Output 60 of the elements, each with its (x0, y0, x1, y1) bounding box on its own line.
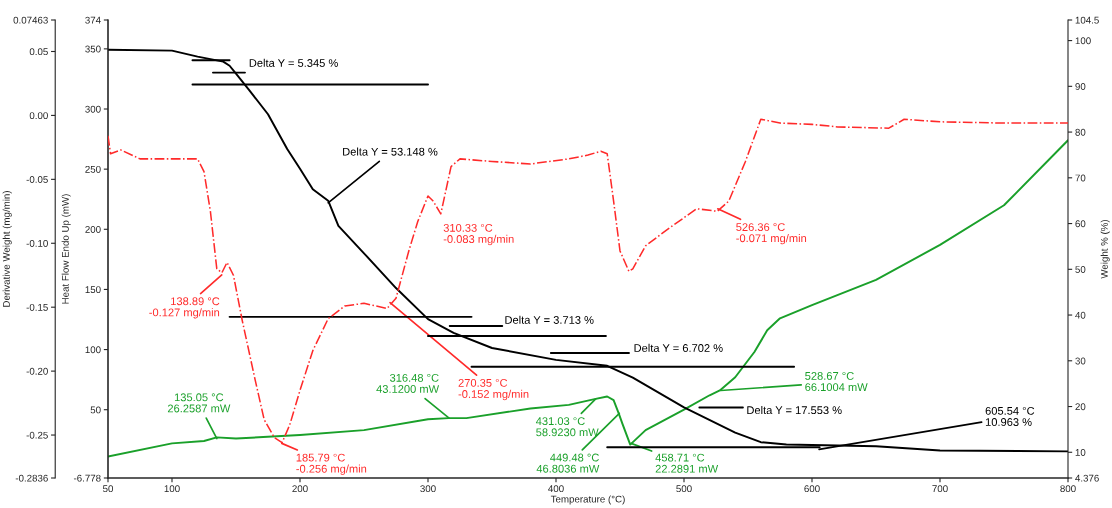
y3-axis-title: Derivative Weight (mg/min) (2, 191, 12, 307)
annotation: 458.71 °C 22.2891 mW (655, 453, 719, 473)
annotation: Delta Y = 5.345 % (249, 58, 338, 67)
annotation: 431.03 °C 58.9230 mW (535, 417, 599, 437)
annotation: Delta Y = 6.702 % (634, 343, 723, 352)
y2-axis-title: Weight % (%) (1100, 219, 1110, 279)
annotation: 449.48 °C 46.8036 mW (536, 453, 600, 473)
y-tick-label: 200 (85, 226, 101, 233)
annotation: 316.48 °C 43.1200 mW (376, 373, 440, 393)
x-tick-label: 800 (1060, 485, 1076, 493)
y2-tick-label: 100 (1075, 37, 1091, 45)
y2-tick-label: 10 (1075, 449, 1086, 456)
annotation: 310.33 °C -0.083 mg/min (443, 223, 514, 246)
y3-tick-label: -0.05 (26, 176, 48, 183)
annotation: 605.54 °C 10.963 % (985, 406, 1035, 426)
y2-tick-label: 20 (1075, 403, 1086, 411)
annotation: Delta Y = 3.713 % (505, 315, 594, 324)
y2-tick-label: 40 (1075, 311, 1086, 319)
y-tick-label: 50 (90, 406, 101, 414)
annotation: 270.35 °C -0.152 mg/min (458, 378, 529, 401)
annotation: Delta Y = 53.148 % (343, 147, 438, 156)
y2-tick-label: 80 (1075, 128, 1086, 136)
y2-tick-label: 104.5 (1075, 16, 1099, 24)
y-tick-label: -6.778 (73, 474, 101, 482)
y2-tick-label: 70 (1075, 174, 1086, 182)
y3-tick-label: 0.07463 (13, 16, 48, 24)
y-tick-label: 300 (85, 105, 101, 113)
x-tick-label: 600 (804, 485, 820, 493)
y-tick-label: 100 (85, 346, 101, 354)
y-tick-label: 150 (85, 286, 101, 294)
annotation: 138.89 °C -0.127 mg/min (149, 297, 220, 319)
x-tick-label: 500 (676, 485, 692, 493)
y3-tick-label: 0.05 (29, 48, 48, 56)
x-tick-label: 100 (164, 485, 180, 493)
x-tick-label: 700 (932, 485, 948, 493)
y3-tick-label: -0.20 (26, 367, 48, 375)
annotation: 135.05 °C 26.2587 mW (167, 393, 231, 413)
x-tick-label: 300 (420, 485, 436, 493)
x-tick-label: 200 (292, 485, 308, 493)
annotation: 526.36 °C -0.071 mg/min (736, 223, 807, 245)
y3-tick-label: -0.2836 (15, 474, 48, 482)
y3-tick-label: -0.15 (26, 303, 48, 311)
annotation: 528.67 °C 66.1004 mW (805, 372, 868, 392)
y-tick-label: 350 (85, 45, 101, 53)
x-axis-title: Temperature (°C) (550, 495, 625, 505)
y3-tick-label: -0.10 (26, 240, 48, 247)
y3-tick-label: -0.25 (26, 431, 48, 439)
y3-tick-label: 0.00 (29, 112, 48, 120)
y-tick-label: 250 (85, 165, 101, 173)
annotation: Delta Y = 17.553 % (747, 405, 842, 415)
y-axis-title: Heat Flow Endo Up (mW) (61, 194, 71, 304)
y2-tick-label: 60 (1075, 220, 1086, 228)
y-tick-label: 374 (85, 16, 101, 24)
x-tick-label: 50 (102, 485, 114, 493)
annotation: 185.79 °C -0.256 mg/min (296, 453, 367, 475)
y2-tick-label: 4.376 (1075, 474, 1099, 482)
y2-tick-label: 30 (1075, 357, 1086, 365)
x-tick-label: 400 (548, 485, 564, 493)
y2-tick-label: 50 (1075, 266, 1086, 273)
y2-tick-label: 90 (1075, 83, 1086, 90)
